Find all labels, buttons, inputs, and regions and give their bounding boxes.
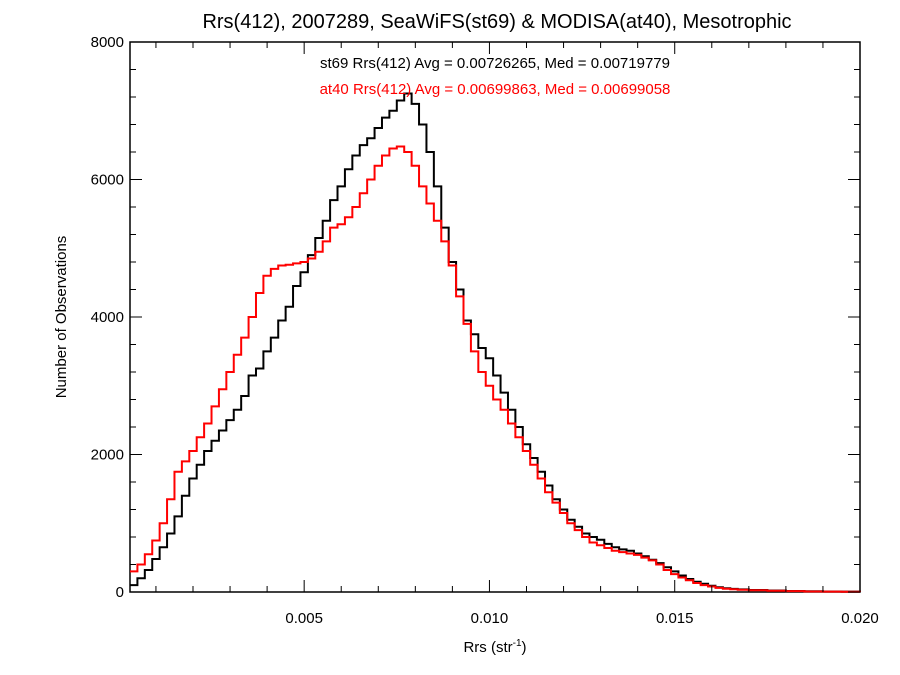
x-tick-label: 0.010 [471, 610, 509, 627]
chart-title: Rrs(412), 2007289, SeaWiFS(st69) & MODIS… [202, 11, 791, 33]
annotation-at40: at40 Rrs(412) Avg = 0.00699863, Med = 0.… [320, 81, 671, 98]
y-tick-label: 0 [116, 584, 124, 601]
x-tick-label: 0.005 [285, 610, 323, 627]
x-axis-label-base: Rrs (str [463, 639, 512, 656]
y-tick-label: 2000 [91, 447, 124, 464]
x-axis-label: Rrs (str-1) [463, 638, 526, 656]
series-line-st69 [130, 92, 861, 593]
annotation-st69: st69 Rrs(412) Avg = 0.00726265, Med = 0.… [320, 55, 670, 72]
y-tick-label: 8000 [91, 34, 124, 51]
series-layer [130, 92, 861, 593]
tick-layer: 0.005 0.010 0.015 0.020 0 2000 4000 6000 8000 [91, 34, 879, 627]
x-tick-label: 0.020 [841, 610, 879, 627]
x-tick-label: 0.015 [656, 610, 694, 627]
x-axis-label-exponent: -1 [513, 638, 522, 649]
x-axis-label-close: ) [522, 639, 527, 656]
plot-frame [129, 41, 861, 593]
y-tick-label: 6000 [91, 172, 124, 189]
plot-area: 0.005 0.010 0.015 0.020 0 2000 4000 6000 8000 [91, 34, 879, 627]
y-axis-label: Number of Observations [53, 236, 70, 399]
series-line-at40 [130, 145, 861, 593]
y-tick-label: 4000 [91, 309, 124, 326]
